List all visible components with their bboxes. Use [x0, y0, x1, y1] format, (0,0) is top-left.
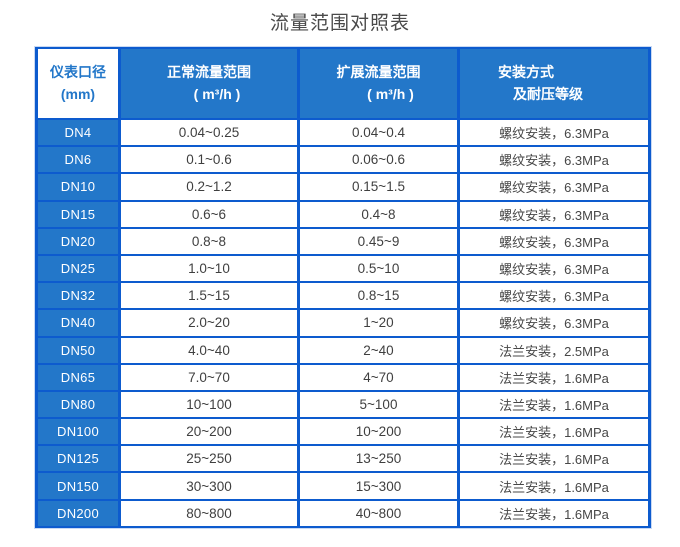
installation-cell: 法兰安装，1.6MPa — [457, 444, 651, 474]
normal-flow-cell: 30~300 — [118, 471, 300, 501]
header-extended-flow-label: 扩展流量范围 — [336, 63, 421, 80]
normal-flow-cell: 10~100 — [118, 389, 300, 420]
dn-cell: DN80 — [35, 389, 121, 420]
installation-cell: 法兰安装，2.5MPa — [457, 335, 651, 365]
table-row: DN125 25~250 13~250 法兰安装，1.6MPa — [35, 444, 651, 474]
installation-cell: 螺纹安装，6.3MPa — [457, 199, 651, 229]
normal-flow-cell: 0.04~0.25 — [118, 117, 300, 148]
table-row: DN15 0.6~6 0.4~8 螺纹安装，6.3MPa — [35, 199, 651, 229]
table-row: DN50 4.0~40 2~40 法兰安装，2.5MPa — [35, 335, 651, 365]
header-extended-flow-range: 扩展流量范围 ( m³/h ) — [297, 47, 460, 120]
table-row: DN80 10~100 5~100 法兰安装，1.6MPa — [35, 389, 651, 420]
table-row: DN25 1.0~10 0.5~10 螺纹安装，6.3MPa — [35, 253, 651, 284]
extended-flow-cell: 10~200 — [297, 417, 460, 447]
table-row: DN6 0.1~0.6 0.06~0.6 螺纹安装，6.3MPa — [35, 145, 651, 175]
dn-cell: DN20 — [35, 226, 121, 256]
table-row: DN100 20~200 10~200 法兰安装，1.6MPa — [35, 417, 651, 447]
header-normal-flow-label: 正常流量范围 — [167, 63, 251, 80]
dn-cell: DN65 — [35, 362, 121, 392]
installation-cell: 法兰安装，1.6MPa — [457, 389, 651, 420]
installation-cell: 螺纹安装，6.3MPa — [457, 226, 651, 256]
normal-flow-cell: 2.0~20 — [118, 308, 300, 338]
table-row: DN20 0.8~8 0.45~9 螺纹安装，6.3MPa — [35, 226, 651, 256]
extended-flow-cell: 0.5~10 — [297, 253, 460, 284]
extended-flow-cell: 1~20 — [297, 308, 460, 338]
table-row: DN65 7.0~70 4~70 法兰安装，1.6MPa — [35, 362, 651, 392]
header-installation-sublabel: 及耐压等级 — [513, 85, 583, 102]
installation-cell: 法兰安装，1.6MPa — [457, 362, 651, 392]
installation-cell: 螺纹安装，6.3MPa — [457, 308, 651, 338]
extended-flow-cell: 0.45~9 — [297, 226, 460, 256]
dn-cell: DN4 — [35, 117, 121, 148]
installation-cell: 螺纹安装，6.3MPa — [457, 145, 651, 175]
header-meter-diameter: 仪表口径 (mm) — [35, 47, 121, 120]
normal-flow-cell: 25~250 — [118, 444, 300, 474]
extended-flow-cell: 0.8~15 — [297, 281, 460, 311]
page-title: 流量范围对照表 — [269, 13, 410, 34]
extended-flow-cell: 0.15~1.5 — [297, 172, 460, 202]
dn-cell: DN125 — [35, 444, 121, 474]
installation-cell: 螺纹安装，6.3MPa — [457, 253, 651, 284]
extended-flow-cell: 40~800 — [297, 498, 460, 529]
extended-flow-cell: 0.04~0.4 — [297, 117, 460, 148]
dn-cell: DN100 — [35, 417, 121, 447]
table-row: DN200 80~800 40~800 法兰安装，1.6MPa — [35, 498, 651, 529]
extended-flow-cell: 0.4~8 — [297, 199, 460, 229]
header-row: 仪表口径 (mm) 正常流量范围 ( m³/h ) 扩展流量范围 ( m³/h … — [35, 47, 651, 120]
installation-cell: 法兰安装，1.6MPa — [457, 498, 651, 529]
installation-cell: 法兰安装，1.6MPa — [457, 417, 651, 447]
dn-cell: DN32 — [35, 281, 121, 311]
installation-cell: 螺纹安装，6.3MPa — [457, 117, 651, 148]
normal-flow-cell: 4.0~40 — [118, 335, 300, 365]
header-meter-diameter-unit: (mm) — [60, 85, 96, 102]
normal-flow-cell: 0.8~8 — [118, 226, 300, 256]
normal-flow-cell: 0.1~0.6 — [118, 145, 300, 175]
flow-range-table: 仪表口径 (mm) 正常流量范围 ( m³/h ) 扩展流量范围 ( m³/h … — [34, 46, 652, 529]
dn-cell: DN6 — [35, 145, 121, 175]
installation-cell: 螺纹安装，6.3MPa — [457, 172, 651, 202]
header-meter-diameter-label: 仪表口径 — [50, 63, 106, 80]
dn-cell: DN10 — [35, 172, 121, 202]
extended-flow-cell: 13~250 — [297, 444, 460, 474]
dn-cell: DN25 — [35, 253, 121, 284]
dn-cell: DN200 — [35, 498, 121, 529]
table-row: DN150 30~300 15~300 法兰安装，1.6MPa — [35, 471, 651, 501]
normal-flow-cell: 80~800 — [118, 498, 300, 529]
dn-cell: DN50 — [35, 335, 121, 365]
normal-flow-cell: 0.2~1.2 — [118, 172, 300, 202]
extended-flow-cell: 0.06~0.6 — [297, 145, 460, 175]
normal-flow-cell: 7.0~70 — [118, 362, 300, 392]
table-row: DN32 1.5~15 0.8~15 螺纹安装，6.3MPa — [35, 281, 651, 311]
header-normal-flow-range: 正常流量范围 ( m³/h ) — [118, 47, 300, 120]
dn-cell: DN150 — [35, 471, 121, 501]
normal-flow-cell: 20~200 — [118, 417, 300, 447]
table-body: DN4 0.04~0.25 0.04~0.4 螺纹安装，6.3MPa DN6 0.1~0.… — [35, 117, 651, 529]
extended-flow-cell: 4~70 — [297, 362, 460, 392]
table-row: DN4 0.04~0.25 0.04~0.4 螺纹安装，6.3MPa — [35, 117, 651, 148]
header-installation-method: 安装方式 及耐压等级 — [457, 47, 651, 120]
dn-cell: DN40 — [35, 308, 121, 338]
normal-flow-cell: 0.6~6 — [118, 199, 300, 229]
extended-flow-cell: 5~100 — [297, 389, 460, 420]
installation-cell: 螺纹安装，6.3MPa — [457, 281, 651, 311]
dn-cell: DN15 — [35, 199, 121, 229]
header-normal-flow-unit: ( m³/h ) — [193, 85, 241, 102]
table-row: DN40 2.0~20 1~20 螺纹安装，6.3MPa — [35, 308, 651, 338]
installation-cell: 法兰安装，1.6MPa — [457, 471, 651, 501]
extended-flow-cell: 15~300 — [297, 471, 460, 501]
header-installation-label: 安装方式 — [498, 63, 554, 80]
normal-flow-cell: 1.5~15 — [118, 281, 300, 311]
normal-flow-cell: 1.0~10 — [118, 253, 300, 284]
extended-flow-cell: 2~40 — [297, 335, 460, 365]
header-extended-flow-unit: ( m³/h ) — [367, 85, 414, 102]
table-row: DN10 0.2~1.2 0.15~1.5 螺纹安装，6.3MPa — [35, 172, 651, 202]
